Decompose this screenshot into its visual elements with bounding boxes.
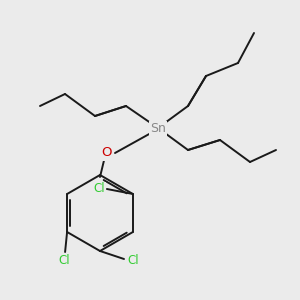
Text: Sn: Sn [150, 122, 166, 134]
Text: Cl: Cl [58, 254, 70, 268]
Text: Cl: Cl [127, 254, 139, 266]
Text: O: O [102, 146, 112, 160]
Text: Cl: Cl [93, 182, 105, 196]
